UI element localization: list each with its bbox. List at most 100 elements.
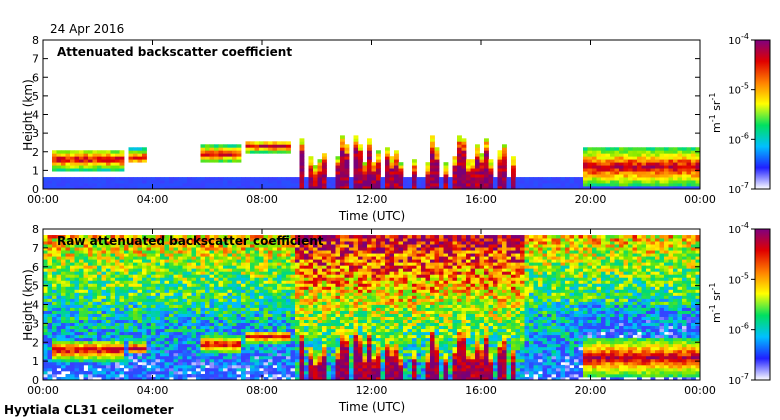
heatmap-cell [335,162,341,166]
heatmap-cell [268,313,273,317]
heatmap-cell [614,168,620,172]
heatmap-cell [101,361,107,366]
heatmap-cell [398,186,404,189]
heatmap-cell [362,316,368,320]
heatmap-cell [205,367,210,372]
heatmap-cell [146,235,152,239]
heatmap-cell [187,346,192,351]
heatmap-cell [295,307,300,311]
heatmap-cell [124,247,129,251]
heatmap-cell [551,183,557,187]
heatmap-cell [344,144,350,148]
heatmap-cell [403,180,408,184]
heatmap-cell [335,313,341,317]
heatmap-cell [650,153,656,157]
heatmap-cell [236,364,242,369]
heatmap-cell [560,183,566,187]
heatmap-cell [335,241,341,245]
heatmap-cell [596,162,602,166]
heatmap-cell [281,367,287,372]
heatmap-cell [529,183,534,187]
heatmap-cell [101,316,107,320]
heatmap-cell [182,340,188,345]
heatmap-cell [196,319,201,324]
heatmap-cell [137,265,143,269]
y-tick-label: 7 [32,53,39,66]
heatmap-cell [281,310,287,314]
heatmap-cell [376,346,381,351]
heatmap-cell [326,268,332,272]
heatmap-cell [344,310,350,314]
heatmap-cell [245,186,251,189]
heatmap-cell [232,153,237,157]
heatmap-cell [88,364,93,369]
heatmap-cell [173,247,179,251]
heatmap-cell [259,283,264,287]
heatmap-cell [187,307,192,311]
heatmap-cell [160,265,165,269]
heatmap-cell [88,159,93,163]
heatmap-cell [142,328,147,333]
heatmap-cell [592,162,597,166]
heatmap-cell [461,150,467,154]
heatmap-cell [124,361,129,366]
heatmap-cell [61,274,66,278]
heatmap-cell [353,370,359,375]
heatmap-cell [223,292,228,296]
heatmap-cell [223,286,228,290]
heatmap-cell [583,171,588,175]
heatmap-cell [169,343,174,348]
heatmap-cell [259,280,264,284]
heatmap-cell [101,373,107,378]
heatmap-cell [169,253,174,257]
heatmap-cell [646,177,651,181]
heatmap-cell [178,253,183,257]
heatmap-cell [376,352,381,357]
heatmap-cell [92,271,98,275]
heatmap-cell [340,186,345,189]
heatmap-cell [340,159,345,163]
heatmap-cell [164,304,170,308]
heatmap-cell [227,274,233,278]
heatmap-cell [461,177,467,181]
heatmap-cell [106,346,111,351]
heatmap-cell [344,307,350,311]
heatmap-cell [182,241,188,245]
heatmap-cell [556,180,561,184]
heatmap-cell [164,241,170,245]
heatmap-cell [164,346,170,351]
heatmap-cell [380,180,386,184]
heatmap-cell [178,177,183,181]
heatmap-cell [340,286,345,290]
heatmap-cell [340,343,345,348]
heatmap-cell [250,277,255,281]
heatmap-cell [281,331,287,336]
heatmap-cell [619,165,624,169]
heatmap-cell [313,301,318,305]
heatmap-cell [668,156,674,160]
heatmap-cell [340,162,345,166]
heatmap-cell [133,367,138,372]
heatmap-cell [52,256,57,260]
heatmap-cell [178,313,183,317]
heatmap-cell [209,313,215,317]
heatmap-cell [358,337,363,342]
heatmap-cell [119,295,125,299]
heatmap-cell [578,180,584,184]
heatmap-cell [209,238,215,242]
heatmap-cell [110,256,116,260]
heatmap-cell [56,349,62,354]
heatmap-cell [218,292,224,296]
heatmap-cell [245,259,251,263]
heatmap-cell [182,289,188,293]
heatmap-cell [281,322,287,327]
heatmap-cell [340,361,345,366]
heatmap-cell [313,180,318,184]
heatmap-cell [331,355,336,360]
heatmap-cell [151,325,156,330]
heatmap-cell [169,186,174,189]
heatmap-cell [610,177,615,181]
heatmap-cell [367,283,372,287]
heatmap-cell [227,292,233,296]
heatmap-cell [65,262,71,266]
